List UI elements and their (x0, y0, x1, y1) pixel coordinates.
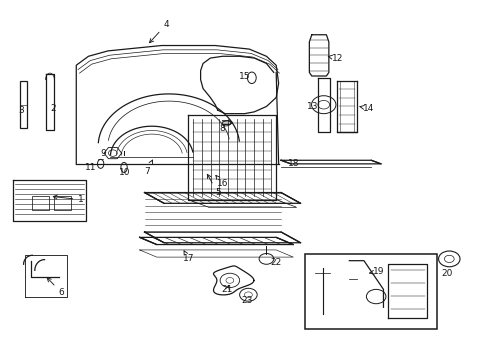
Bar (305, 253, 436, 329)
Text: 6: 6 (47, 278, 64, 297)
Text: 12: 12 (327, 54, 342, 63)
Text: 5: 5 (207, 174, 220, 197)
Text: 7: 7 (144, 160, 152, 176)
Text: 19: 19 (369, 267, 384, 276)
Text: 13: 13 (306, 102, 318, 111)
Bar (32, 196, 49, 211)
Text: 1: 1 (53, 195, 84, 204)
Text: 23: 23 (241, 296, 252, 305)
Bar (54, 196, 71, 211)
Text: 20: 20 (440, 269, 451, 278)
Text: 2: 2 (50, 104, 56, 113)
Bar (20, 81, 26, 128)
Text: 8: 8 (219, 123, 225, 132)
Text: 16: 16 (215, 175, 228, 188)
Text: 9: 9 (100, 149, 106, 158)
Text: 3: 3 (18, 105, 24, 114)
Text: 11: 11 (85, 163, 97, 172)
Text: 22: 22 (270, 258, 281, 267)
Text: 10: 10 (119, 168, 130, 177)
Text: 15: 15 (238, 72, 250, 81)
Text: 17: 17 (183, 251, 194, 264)
Text: 18: 18 (287, 159, 298, 168)
Text: 4: 4 (149, 19, 169, 43)
Text: 14: 14 (359, 104, 374, 113)
Text: 21: 21 (221, 285, 233, 294)
